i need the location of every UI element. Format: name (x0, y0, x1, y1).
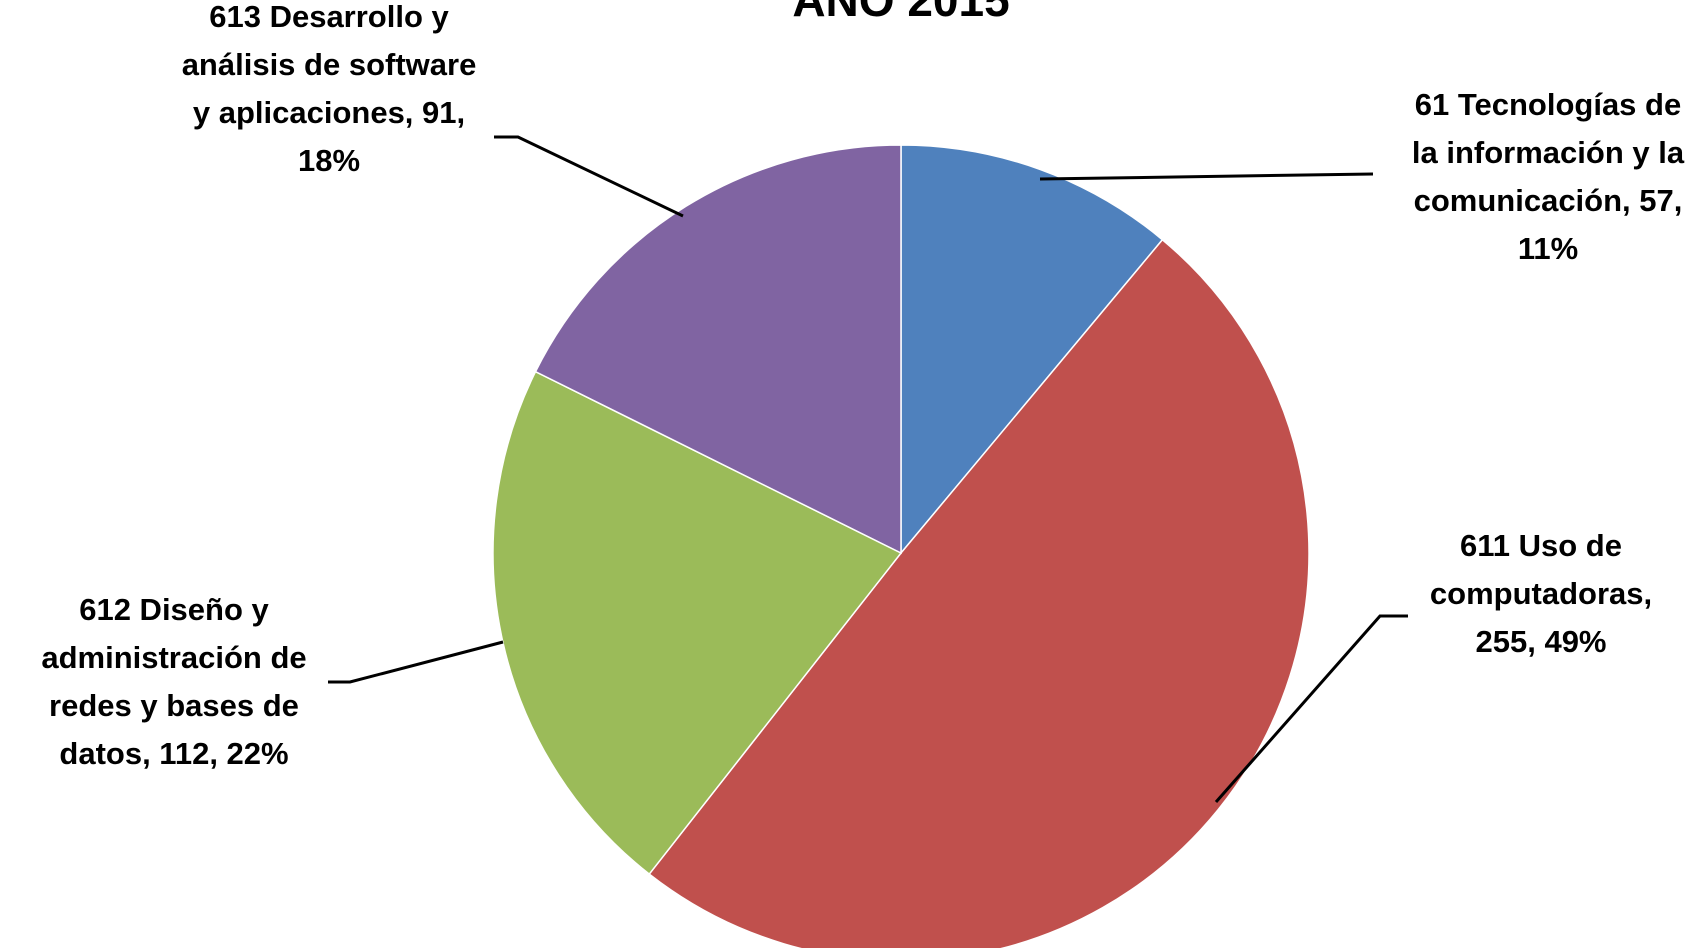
slice-label-line: y aplicaciones, 91, (193, 95, 465, 130)
slice-label-613: 613 Desarrollo y análisis de software y ap… (182, 0, 477, 178)
leader-line-612 (328, 640, 504, 684)
leader-line-611 (1214, 614, 1408, 803)
slice-label-line: 611 Uso de (1460, 528, 1622, 563)
slice-label-line: administración de (41, 640, 306, 675)
slice-label-line: comunicación, 57, (1414, 183, 1683, 218)
slice-label-line: redes y bases de (49, 688, 299, 723)
pie-slice-611 (648, 238, 1310, 948)
slice-label-line: 612 Diseño y (79, 592, 269, 627)
chart-title: AÑO 2015 (792, 0, 1009, 26)
slice-label-line: 18% (298, 143, 360, 178)
slice-label-line: computadoras, (1430, 576, 1652, 611)
slice-label-line: 11% (1518, 231, 1578, 266)
labels-layer: 61 Tecnologías de la información y la comu… (41, 0, 1684, 771)
slice-label-line: datos, 112, 22% (59, 736, 288, 771)
slice-label-line: 613 Desarrollo y (209, 0, 449, 34)
pie-slice-613 (534, 144, 902, 555)
slice-label-611: 611 Uso de computadoras, 255, 49% (1430, 528, 1652, 659)
pie-slice-61 (900, 144, 1164, 556)
leader-line-61 (1039, 172, 1374, 181)
leader-lines-layer (328, 135, 1408, 803)
slice-label-61: 61 Tecnologías de la información y la comu… (1412, 87, 1685, 266)
slice-label-line: 61 Tecnologías de (1415, 87, 1681, 122)
leader-line-613 (494, 135, 684, 218)
slices-layer (492, 144, 1310, 948)
slice-label-612: 612 Diseño y administración de redes y bas… (41, 592, 306, 771)
slice-label-line: 255, 49% (1476, 624, 1607, 659)
slice-label-line: análisis de software (182, 47, 477, 82)
slice-label-line: la información y la (1412, 135, 1685, 170)
